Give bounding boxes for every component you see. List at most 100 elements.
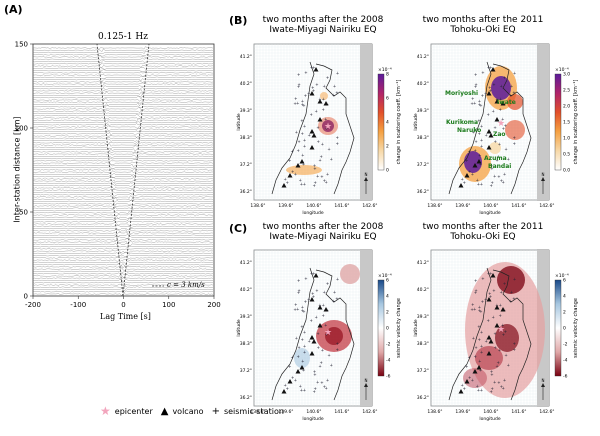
- coastline-west: [448, 61, 492, 195]
- waveform-trace: [32, 274, 214, 278]
- volcano-marker: [464, 173, 470, 178]
- station-marker: +: [513, 135, 516, 140]
- station-marker: +: [326, 75, 329, 80]
- waveform-trace: [32, 55, 214, 58]
- station-marker: +: [296, 148, 299, 153]
- colorbar-tick: 0: [386, 168, 389, 174]
- panel-c-left-title-1: two months after the 2008: [262, 222, 384, 232]
- station-marker: +: [500, 384, 503, 389]
- station-marker: +: [300, 387, 303, 392]
- waveform-trace: [32, 256, 213, 259]
- station-marker: +: [493, 174, 496, 179]
- volcano-marker: [500, 307, 506, 312]
- station-marker: +: [495, 97, 498, 102]
- station-marker: +: [492, 288, 495, 293]
- station-marker: +: [322, 303, 325, 308]
- station-marker: +: [513, 70, 516, 75]
- longitude-tick: 141.6°: [511, 409, 526, 415]
- station-marker: +: [320, 360, 323, 365]
- waveform-trace: [32, 154, 214, 159]
- waveform-trace: [32, 147, 214, 152]
- waveform-trace: [32, 206, 214, 210]
- station-marker: +: [465, 158, 468, 163]
- station-marker: +: [299, 178, 302, 183]
- colorbar-tick: -6: [386, 374, 391, 380]
- station-marker: +: [313, 183, 316, 188]
- waveform-trace: [32, 238, 214, 242]
- station-marker: +: [499, 303, 502, 308]
- station-marker: +: [332, 298, 335, 303]
- legend-epicenter: epicenter: [114, 406, 153, 416]
- map-2011-scattering: ++++++++++++++++++++++++++++++++++++++++…: [413, 43, 579, 216]
- station-marker: +: [323, 178, 326, 183]
- colorbar-tick: -4: [386, 358, 391, 364]
- colorbar-tick: -2: [563, 342, 568, 348]
- station-marker: +: [316, 174, 319, 179]
- station-marker: +: [326, 378, 329, 383]
- station-marker: +: [335, 90, 338, 95]
- station-marker: +: [484, 132, 487, 137]
- volcano-marker: [309, 297, 315, 302]
- waveform-trace: [32, 77, 214, 82]
- station-marker: +: [495, 157, 498, 162]
- station-marker: +: [478, 98, 481, 103]
- volcano-label-kurikoma: Kurikoma: [446, 119, 479, 126]
- x-tick-label: 200: [207, 301, 220, 309]
- latitude-tick: 36.2°: [417, 395, 429, 401]
- station-marker: +: [500, 178, 503, 183]
- station-marker: +: [489, 294, 492, 299]
- station-marker: +: [513, 276, 516, 281]
- station-marker: +: [499, 97, 502, 102]
- station-marker: +: [476, 384, 479, 389]
- waveform-trace: [32, 245, 214, 249]
- station-marker: +: [288, 364, 291, 369]
- station-marker: +: [473, 101, 476, 106]
- volcano-marker: [299, 159, 305, 164]
- station-marker: +: [503, 172, 506, 177]
- station-marker: +: [336, 276, 339, 281]
- station-marker: +: [501, 322, 504, 327]
- longitude-tick: 142.6°: [539, 203, 554, 209]
- waveform-trace: [32, 73, 213, 77]
- station-marker: +: [296, 101, 299, 106]
- station-marker: +: [479, 103, 482, 108]
- stations: ++++++++++++++++++++++++++++++++++++++++…: [284, 65, 340, 188]
- volcano-marker: [311, 339, 317, 344]
- station-marker: +: [312, 271, 315, 276]
- waveform-plot: -200 -100 0 100 200 0 50 100 150: [15, 41, 221, 310]
- x-ticks: -200 -100 0 100 200: [25, 296, 221, 309]
- station-marker: +: [301, 359, 304, 364]
- colorbar-tick: 0.5: [563, 152, 570, 158]
- map-2008-scattering: ++++++++++++++++++++++++++++++++++++++++…: [236, 43, 402, 216]
- y-tick-label: 0: [24, 293, 28, 301]
- latitude-tick: 37.2°: [417, 162, 429, 168]
- y-tick-label: 100: [15, 125, 28, 133]
- station-marker: +: [490, 180, 493, 185]
- colorbar-tick: 1.5: [563, 120, 570, 126]
- waveform-trace: [32, 111, 214, 115]
- station-marker: +: [310, 318, 313, 323]
- panel-c-right-title-2: Tohoku-Oki EQ: [450, 232, 516, 242]
- latitude-tick: 40.2°: [240, 287, 252, 293]
- station-marker: +: [307, 338, 310, 343]
- waveform-trace: [32, 66, 214, 70]
- coastline-west: [271, 267, 315, 401]
- colorbar-label: seismic velocity change: [573, 298, 579, 358]
- colorbar-tick: 2: [386, 144, 389, 150]
- station-marker: +: [295, 129, 298, 134]
- volcano-marker: [299, 365, 305, 370]
- volcano-marker: [313, 273, 319, 278]
- station-marker: +: [293, 307, 296, 312]
- longitude-tick: 140.6°: [306, 409, 321, 415]
- station-marker: +: [321, 141, 324, 146]
- longitude-tick: 138.6°: [250, 409, 265, 415]
- station-marker: +: [513, 341, 516, 346]
- waveform-trace: [32, 272, 214, 276]
- station-marker: +: [498, 313, 501, 318]
- station-marker: +: [480, 123, 483, 128]
- latitude-tick: 39.3°: [240, 108, 252, 114]
- longitude-label: longitude: [302, 210, 323, 216]
- station-marker: +: [336, 135, 339, 140]
- station-marker: +: [301, 131, 304, 136]
- station-marker: +: [330, 362, 333, 367]
